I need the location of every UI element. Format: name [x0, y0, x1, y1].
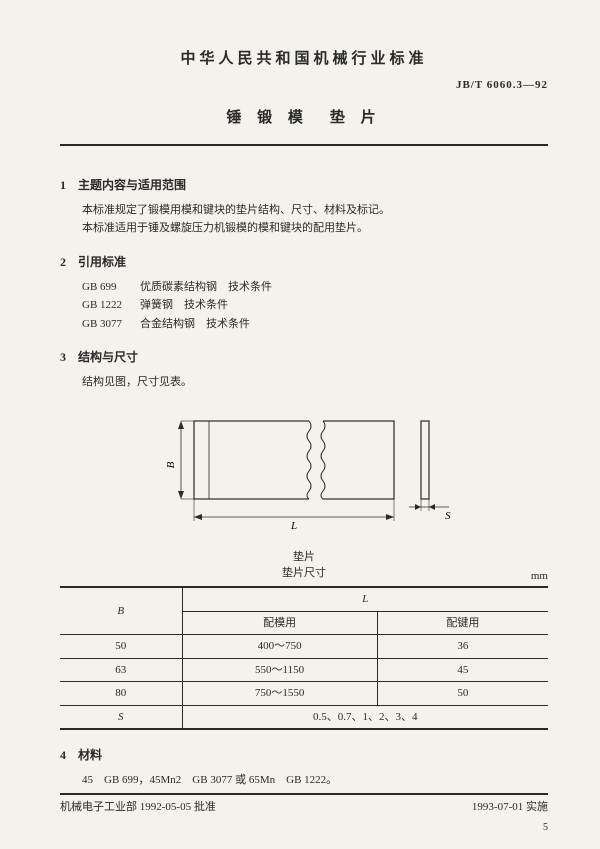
- doc-title: 锤 锻 模 垫 片: [60, 107, 548, 130]
- dimension-table: B L 配模用 配键用 50 400～750 36 63 550～1150 45…: [60, 586, 548, 730]
- table-row: 50 400～750 36: [60, 635, 548, 659]
- ref-code: GB 1222: [82, 297, 140, 314]
- ref-item: GB 1222弹簧钢 技术条件: [82, 297, 548, 314]
- table-caption: 垫片: [60, 549, 548, 566]
- section-4-p1: 45 GB 699，45Mn2 GB 3077 或 65Mn GB 1222。: [82, 772, 548, 789]
- table-row: 80 750～1550 50: [60, 682, 548, 706]
- org-title: 中华人民共和国机械行业标准: [60, 48, 548, 71]
- section-1-p1: 本标准规定了锻模用模和键块的垫片结构、尺寸、材料及标记。: [82, 202, 548, 219]
- section-3-head: 3 结构与尺寸: [60, 348, 548, 366]
- page-footer: 机械电子工业部 1992-05-05 批准 1993-07-01 实施: [60, 793, 548, 816]
- svg-text:L: L: [290, 520, 297, 532]
- ref-item: GB 699优质碳素结构钢 技术条件: [82, 279, 548, 296]
- ref-item: GB 3077合金结构钢 技术条件: [82, 316, 548, 333]
- ref-code: GB 3077: [82, 316, 140, 333]
- ref-title: 合金结构钢 技术条件: [140, 318, 250, 330]
- table-row: 63 550～1150 45: [60, 658, 548, 682]
- th-L: L: [182, 587, 548, 611]
- ref-code: GB 699: [82, 279, 140, 296]
- standard-code: JB/T 6060.3—92: [60, 77, 548, 94]
- header-rule: [60, 144, 548, 146]
- svg-text:B: B: [165, 461, 177, 468]
- footer-approval: 机械电子工业部 1992-05-05 批准: [60, 799, 216, 816]
- svg-text:S: S: [445, 510, 451, 522]
- section-3-p1: 结构见图，尺寸见表。: [82, 374, 548, 391]
- section-4-head: 4 材料: [60, 746, 548, 764]
- section-2-head: 2 引用标准: [60, 253, 548, 271]
- th-L-mold: 配模用: [182, 611, 377, 635]
- section-1-head: 1 主题内容与适用范围: [60, 176, 548, 194]
- th-B: B: [60, 587, 182, 635]
- page-number: 5: [543, 820, 548, 835]
- th-L-key: 配键用: [377, 611, 548, 635]
- ref-title: 弹簧钢 技术条件: [140, 299, 228, 311]
- table-row-s: S 0.5、0.7、1、2、3、4: [60, 705, 548, 729]
- footer-effective: 1993-07-01 实施: [472, 799, 548, 816]
- structure-figure: B L S: [149, 409, 459, 539]
- section-1-p2: 本标准适用于锤及螺旋压力机锻模的模和键块的配用垫片。: [82, 220, 548, 237]
- ref-title: 优质碳素结构钢 技术条件: [140, 281, 272, 293]
